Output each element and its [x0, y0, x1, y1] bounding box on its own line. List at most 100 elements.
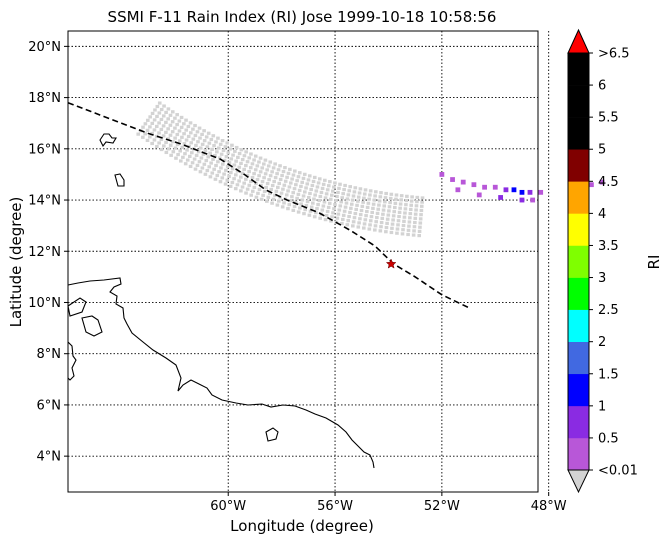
swath-pixel: [351, 224, 355, 228]
swath-pixel: [395, 227, 400, 231]
swath-pixel: [300, 198, 305, 202]
rain-cell: [476, 192, 482, 198]
swath-pixel: [219, 152, 224, 156]
swath-pixel: [393, 205, 397, 210]
swath-pixel: [353, 211, 358, 216]
swath-pixel: [369, 215, 374, 219]
swath-pixel: [350, 198, 355, 202]
swath-pixel: [213, 177, 218, 181]
swath-pixel: [173, 116, 177, 120]
swath-pixel: [179, 115, 184, 120]
swath-pixel: [148, 115, 152, 119]
swath-pixel: [308, 191, 312, 196]
x-axis-label: Longitude (degree): [230, 517, 374, 535]
swath-pixel: [418, 225, 422, 229]
swath-pixel: [368, 193, 372, 197]
swath-pixel: [220, 162, 225, 166]
swath-pixel: [273, 162, 277, 166]
swath-pixel: [325, 209, 330, 214]
swath-pixel: [177, 139, 182, 143]
swath-pixel: [223, 145, 228, 149]
swath-pixel: [318, 216, 322, 220]
swath-pixel: [398, 202, 403, 206]
plot-background: [68, 31, 538, 492]
swath-pixel: [309, 205, 314, 209]
swath-pixel: [211, 134, 216, 138]
swath-pixel: [301, 194, 306, 198]
swath-pixel: [331, 211, 335, 215]
swath-pixel: [293, 169, 297, 173]
swath-pixel: [148, 135, 152, 139]
swath-pixel: [233, 187, 238, 191]
swath-pixel: [202, 139, 207, 143]
swath-pixel: [351, 194, 356, 198]
swath-pixel: [271, 166, 276, 170]
swath-pixel: [271, 197, 276, 201]
swath-pixel: [207, 165, 212, 169]
swath-pixel: [225, 178, 230, 182]
swath-pixel: [291, 173, 296, 177]
swath-pixel: [155, 104, 160, 109]
swath-pixel: [341, 213, 346, 217]
swath-pixel: [397, 214, 401, 219]
swath-pixel: [389, 230, 394, 235]
swath-pixel: [189, 141, 194, 145]
swath-pixel: [397, 210, 402, 214]
swath-pixel: [314, 189, 319, 193]
swath-pixel: [355, 203, 359, 207]
swath-pixel: [276, 199, 281, 203]
swath-pixel: [372, 198, 377, 202]
swath-pixel: [325, 188, 330, 192]
swath-pixel: [180, 135, 184, 139]
swath-pixel: [145, 138, 150, 143]
swath-pixel: [235, 183, 240, 187]
swath-pixel: [184, 128, 189, 132]
swath-pixel: [198, 136, 202, 140]
swath-pixel: [354, 207, 358, 212]
rain-cell: [503, 187, 509, 193]
swath-pixel: [282, 201, 286, 205]
swath-pixel: [206, 131, 211, 135]
colorbar-tick-label: 4.5: [598, 175, 619, 190]
swath-pixel: [253, 168, 258, 172]
swath-pixel: [362, 222, 367, 226]
swath-pixel: [162, 144, 166, 148]
swath-pixel: [182, 122, 186, 126]
swath-pixel: [258, 156, 263, 160]
swath-pixel: [199, 156, 204, 160]
swath-pixel: [291, 191, 296, 195]
swath-pixel: [336, 190, 340, 195]
swath-pixel: [420, 196, 425, 200]
swath-pixel: [274, 189, 279, 193]
swath-pixel: [415, 195, 420, 200]
swath-pixel: [357, 191, 362, 195]
swath-pixel: [330, 215, 334, 219]
swath-pixel: [203, 148, 208, 153]
swath-pixel: [330, 193, 334, 197]
swath-pixel: [212, 167, 216, 171]
x-tick-label: 56°W: [317, 499, 353, 514]
colorbar-bin: [568, 341, 589, 375]
swath-pixel: [266, 164, 271, 168]
swath-pixel: [250, 175, 255, 180]
swath-pixel: [419, 208, 424, 213]
swath-pixel: [239, 175, 243, 179]
swath-pixel: [365, 205, 370, 209]
swath-pixel: [288, 199, 293, 203]
swath-pixel: [379, 191, 383, 195]
swath-pixel: [388, 201, 392, 205]
swath-pixel: [333, 181, 337, 185]
swath-pixel: [210, 147, 214, 151]
swath-pixel: [320, 208, 325, 212]
swath-pixel: [268, 174, 273, 178]
swath-pixel: [219, 166, 223, 170]
swath-pixel: [157, 101, 162, 105]
storm-track: [67, 101, 469, 309]
swath-pixel: [365, 209, 369, 214]
swath-pixel: [413, 216, 418, 220]
swath-pixel: [183, 152, 187, 156]
swath-pixel: [240, 171, 245, 175]
swath-pixel: [388, 196, 393, 201]
swath-pixel: [229, 157, 234, 161]
swath-pixel: [417, 229, 422, 233]
